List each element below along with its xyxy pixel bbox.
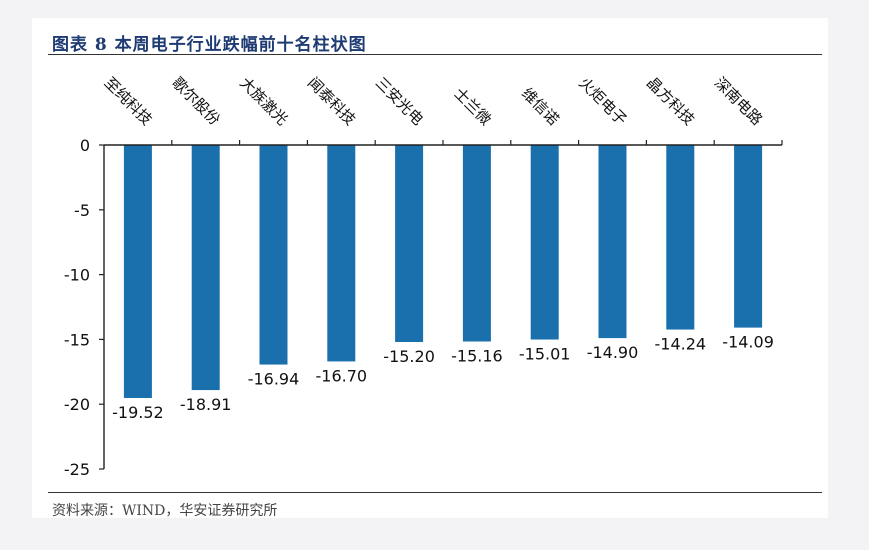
data-label: -15.01 (519, 345, 571, 364)
chart-panel (32, 18, 828, 518)
bar (123, 145, 152, 398)
x-tick-label: 至纯科技 (101, 74, 156, 129)
x-tick-label: 深南电路 (711, 74, 766, 129)
bar (598, 145, 627, 339)
x-tick-label: 士兰微 (450, 84, 495, 129)
bar (395, 145, 424, 342)
y-tick-label: -5 (74, 201, 90, 220)
data-label: -18.91 (180, 395, 232, 414)
data-label: -14.09 (722, 333, 774, 352)
x-tick-label: 闻泰科技 (304, 74, 359, 129)
data-label: -19.52 (112, 403, 164, 422)
bar (191, 145, 220, 391)
x-tick-label: 三安光电 (372, 74, 427, 129)
y-tick-label: -20 (64, 395, 90, 414)
x-tick-label: 维信诺 (518, 84, 563, 129)
bar (530, 145, 559, 340)
data-label: -14.24 (655, 335, 707, 354)
data-label: -15.16 (451, 346, 503, 365)
source-rule (48, 492, 822, 493)
data-label: -15.20 (383, 347, 435, 366)
bar (666, 145, 695, 330)
x-tick-label: 大族激光 (236, 74, 291, 129)
data-label: -16.94 (248, 370, 300, 389)
bar (462, 145, 491, 342)
y-tick-label: -10 (64, 266, 90, 285)
title-rule (48, 54, 822, 55)
y-tick-label: -15 (64, 330, 90, 349)
bar (259, 145, 288, 365)
bar (734, 145, 763, 328)
source-note: 资料来源：WIND，华安证券研究所 (52, 503, 278, 519)
data-label: -14.90 (587, 343, 639, 362)
data-label: -16.70 (316, 366, 368, 385)
y-tick-label: -25 (64, 460, 90, 479)
x-tick-label: 晶方科技 (643, 74, 698, 129)
y-tick-label: 0 (80, 136, 90, 155)
bar (327, 145, 356, 362)
x-tick-label: 火炬电子 (575, 74, 630, 129)
figure-title: 图表 8 本周电子行业跌幅前十名柱状图 (52, 35, 367, 55)
x-tick-label: 歌尔股份 (168, 74, 223, 129)
